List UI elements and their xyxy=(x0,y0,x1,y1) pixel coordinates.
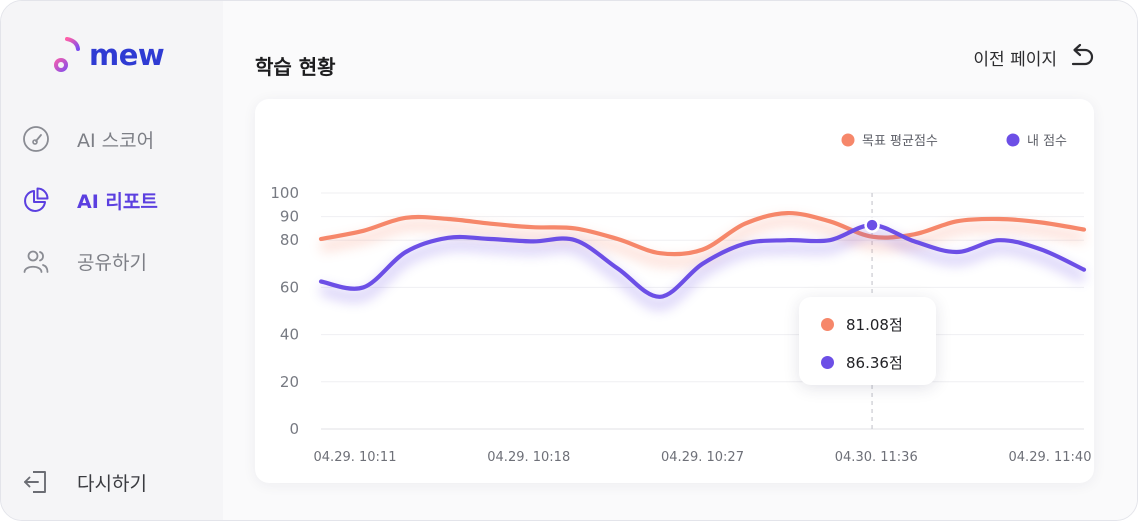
line-chart: 0 20 40 60 80 90 100 04.29. 10:11 04.29. 10:18 0… xyxy=(270,133,1092,465)
sidebar-item-ai-report[interactable]: AI 리포트 xyxy=(21,182,158,218)
page-title: 학습 현황 xyxy=(255,55,336,79)
chart-card: 0 20 40 60 80 90 100 04.29. 10:11 04.29. 10:18 0… xyxy=(255,99,1094,483)
back-label: 이전 페이지 xyxy=(973,49,1057,70)
my-score-line[interactable] xyxy=(318,222,1087,299)
music-note-logo-icon xyxy=(54,37,80,72)
legend-dot-icon xyxy=(821,355,834,369)
x-tick-label: 04.30. 11:36 xyxy=(835,450,918,465)
tooltip-mine-value: 86.36점 xyxy=(846,353,903,372)
x-tick-label: 04.29. 10:27 xyxy=(661,450,744,465)
y-tick-label: 0 xyxy=(289,420,299,438)
tooltip-row-mine: 86.36점 xyxy=(821,351,903,373)
y-tick-label: 100 xyxy=(270,184,299,202)
legend-dot-icon xyxy=(821,317,834,331)
y-tick-label: 80 xyxy=(280,231,299,249)
y-tick-label: 40 xyxy=(280,326,299,344)
target-score-line-glow xyxy=(320,216,1085,268)
sidebar-item-label: AI 스코어 xyxy=(77,129,155,152)
sidebar-item-label: 공유하기 xyxy=(77,251,147,274)
gauge-icon xyxy=(21,124,51,154)
retry-button[interactable]: 다시하기 xyxy=(21,464,147,500)
back-button[interactable]: 이전 페이지 xyxy=(973,41,1097,73)
sidebar-item-ai-score[interactable]: AI 스코어 xyxy=(21,121,154,157)
tooltip-row-target: 81.08점 xyxy=(821,313,903,335)
y-tick-label: 20 xyxy=(280,373,299,391)
legend-label: 내 점수 xyxy=(1027,134,1067,149)
target-score-line[interactable] xyxy=(318,210,1087,257)
tooltip-target-value: 81.08점 xyxy=(846,315,903,334)
undo-arrow-icon xyxy=(1071,43,1094,66)
legend-dot-icon xyxy=(841,133,855,147)
x-tick-label: 04.29. 11:40 xyxy=(1009,450,1092,465)
users-icon xyxy=(21,246,51,276)
highlight-point[interactable] xyxy=(864,217,880,233)
sidebar-item-share[interactable]: 공유하기 xyxy=(21,243,147,279)
my-score-line-glow xyxy=(319,228,1087,310)
pie-chart-icon xyxy=(21,185,51,215)
legend-label: 목표 평균점수 xyxy=(862,134,938,149)
x-tick-label: 04.29. 10:18 xyxy=(487,450,570,465)
x-tick-label: 04.29. 10:11 xyxy=(314,450,397,465)
chart-tooltip: 81.08점 86.36점 xyxy=(799,297,936,385)
sidebar: mew AI 스코어 AI 리포트 xyxy=(1,1,223,520)
y-tick-label: 60 xyxy=(280,278,299,296)
brand-name: mew xyxy=(89,38,165,72)
exit-icon xyxy=(21,467,51,497)
legend-dot-icon xyxy=(1006,133,1020,147)
sidebar-item-label: AI 리포트 xyxy=(77,190,158,213)
logo[interactable]: mew xyxy=(51,33,181,77)
main-content: 학습 현황 이전 페이지 0 20 40 60 80 90 100 xyxy=(223,1,1137,520)
y-tick-label: 90 xyxy=(280,208,299,226)
retry-label: 다시하기 xyxy=(77,472,147,495)
